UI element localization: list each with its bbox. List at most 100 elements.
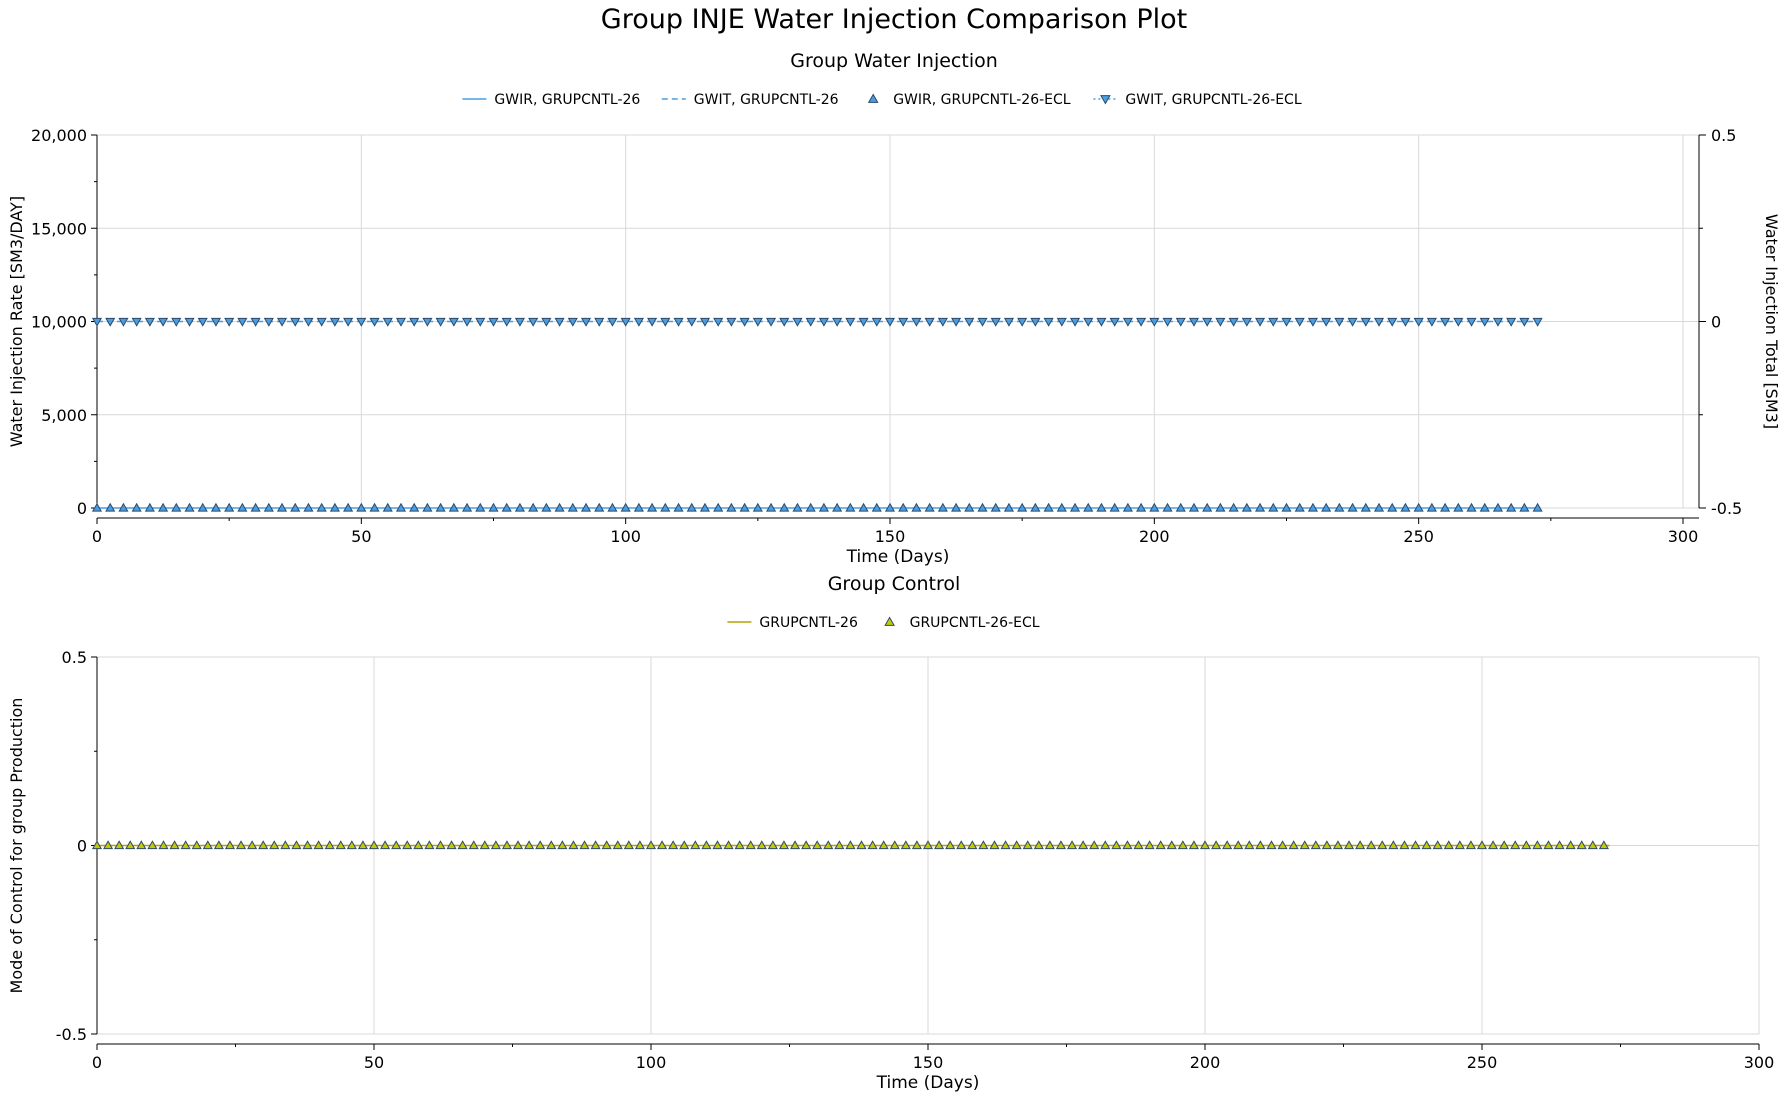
data-point-marker — [1519, 502, 1530, 512]
data-point-marker — [884, 502, 896, 512]
data-point-marker — [1506, 502, 1517, 512]
data-point-marker — [1307, 502, 1318, 512]
data-point-marker — [924, 502, 935, 512]
legend-label: GRUPCNTL-26 — [759, 615, 858, 631]
data-point-marker — [1162, 502, 1173, 512]
data-point-marker — [911, 317, 922, 327]
y2-axis-label: Water Injection Total [SM3] — [1762, 214, 1781, 429]
data-point-marker — [488, 317, 499, 327]
data-point-marker — [324, 840, 335, 850]
data-point-marker — [1109, 317, 1120, 327]
data-point-marker — [1066, 840, 1078, 850]
data-point-marker — [1215, 317, 1226, 327]
data-point-marker — [858, 317, 869, 327]
data-point-marker — [832, 317, 843, 327]
data-point-marker — [224, 502, 235, 512]
data-point-marker — [303, 502, 314, 512]
data-point-marker — [1321, 840, 1332, 850]
data-point-marker — [357, 840, 368, 850]
legend-item[interactable]: GWIT, GRUPCNTL-26 — [661, 92, 839, 108]
data-point-marker — [723, 840, 734, 850]
data-point-marker — [118, 502, 129, 512]
data-point-marker — [346, 840, 357, 850]
data-point-marker — [395, 502, 407, 512]
data-point-marker — [734, 840, 745, 850]
data-point-marker — [316, 317, 327, 327]
data-point-marker — [1388, 840, 1399, 850]
data-point-marker — [778, 840, 790, 850]
data-point-marker — [224, 840, 236, 850]
data-point-marker — [964, 317, 975, 327]
data-point-marker — [1136, 317, 1147, 327]
data-point-marker — [1244, 840, 1255, 850]
data-point-marker — [91, 840, 103, 850]
y-tick-label: 0.5 — [62, 648, 87, 667]
data-point-marker — [391, 840, 402, 850]
data-point-marker — [1017, 502, 1028, 512]
data-point-marker — [871, 502, 882, 512]
data-point-marker — [990, 502, 1001, 512]
data-point-marker — [612, 840, 623, 850]
data-point-marker — [660, 502, 671, 512]
data-point-marker — [1069, 317, 1081, 327]
data-point-marker — [1162, 317, 1173, 327]
data-point-marker — [779, 317, 790, 327]
data-point-marker — [911, 840, 922, 850]
data-point-marker — [448, 317, 459, 327]
data-point-marker — [1399, 840, 1410, 850]
legend-item[interactable]: GWIT, GRUPCNTL-26-ECL — [1093, 92, 1302, 108]
data-point-marker — [290, 317, 301, 327]
data-point-marker — [699, 502, 711, 512]
data-point-marker — [131, 317, 142, 327]
data-point-marker — [1465, 840, 1476, 850]
data-point-marker — [1100, 840, 1111, 850]
data-point-marker — [1334, 317, 1345, 327]
data-point-marker — [620, 317, 631, 327]
data-point-marker — [1532, 317, 1543, 327]
data-point-marker — [779, 502, 790, 512]
data-point-marker — [546, 840, 557, 850]
data-point-marker — [726, 317, 737, 327]
data-point-marker — [1083, 317, 1094, 327]
data-point-marker — [601, 840, 612, 850]
data-point-marker — [475, 502, 486, 512]
data-point-marker — [898, 502, 909, 512]
data-point-marker — [1519, 317, 1530, 327]
data-point-marker — [1387, 317, 1398, 327]
data-point-marker — [171, 502, 182, 512]
data-point-marker — [105, 317, 116, 327]
data-point-marker — [633, 317, 644, 327]
data-point-marker — [607, 317, 618, 327]
x-tick-label: 300 — [1744, 1053, 1775, 1072]
series-2 — [91, 502, 1543, 512]
data-point-marker — [475, 317, 486, 327]
data-point-marker — [1055, 840, 1067, 850]
data-point-marker — [237, 317, 248, 327]
data-point-marker — [446, 840, 457, 850]
data-point-marker — [1044, 840, 1055, 850]
data-point-marker — [1554, 840, 1565, 850]
data-point-marker — [978, 840, 989, 850]
legend-item[interactable]: GWIR, GRUPCNTL-26-ECL — [867, 92, 1071, 108]
data-point-marker — [1281, 317, 1292, 327]
data-point-marker — [594, 502, 605, 512]
data-point-marker — [1043, 502, 1054, 512]
legend-item[interactable]: GRUPCNTL-26-ECL — [884, 615, 1040, 631]
data-point-marker — [568, 840, 579, 850]
data-point-marker — [1532, 502, 1543, 512]
data-point-marker — [845, 502, 856, 512]
legend-item[interactable]: GWIR, GRUPCNTL-26 — [462, 92, 640, 108]
data-point-marker — [858, 502, 869, 512]
data-point-marker — [258, 840, 269, 850]
data-point-marker — [1241, 502, 1252, 512]
data-point-marker — [834, 840, 845, 850]
data-point-marker — [382, 317, 393, 327]
legend-item[interactable]: GRUPCNTL-26 — [727, 615, 858, 631]
y-tick-label: 0 — [77, 499, 87, 518]
data-point-marker — [579, 840, 590, 850]
data-point-marker — [1030, 502, 1041, 512]
data-point-marker — [1122, 840, 1133, 850]
data-point-marker — [1175, 502, 1186, 512]
data-point-marker — [1233, 840, 1244, 850]
data-point-marker — [1321, 502, 1332, 512]
